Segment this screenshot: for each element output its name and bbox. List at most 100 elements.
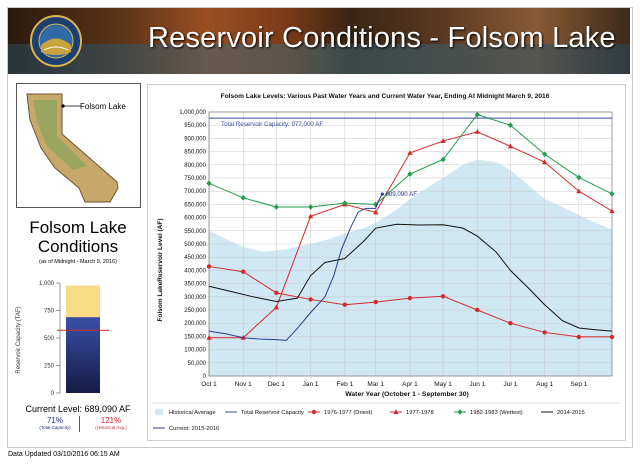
- legend-item: 1977-1978: [390, 409, 434, 416]
- data-point: [609, 334, 615, 340]
- total-capacity-label: Total Reservoir Capacity: 977,000 AF: [221, 121, 323, 128]
- legend-label: Total Reservoir Capacity: [241, 410, 304, 416]
- legend-item: 1982-1983 (Wettest): [454, 409, 523, 416]
- data-point: [307, 213, 314, 219]
- plot-area-border: [208, 111, 613, 377]
- data-point: [311, 409, 317, 415]
- series-2014-2015: [208, 223, 613, 332]
- x-tick-label: Mar 1: [367, 381, 384, 388]
- folsom-lake-marker: [61, 104, 65, 108]
- gauge-tick-label: 0: [51, 391, 55, 397]
- y-tick-label: 800,000: [184, 163, 206, 169]
- data-point: [342, 200, 348, 206]
- data-point: [273, 204, 279, 210]
- y-tick-label: 700,000: [184, 189, 206, 195]
- x-tick-label: Apr 1: [402, 381, 418, 388]
- y-tick-label: 450,000: [184, 255, 206, 261]
- y-tick-label: 1,000,000: [179, 110, 206, 116]
- data-point: [342, 302, 348, 307]
- x-tick-label: Jun 1: [469, 381, 485, 388]
- data-point: [240, 195, 246, 201]
- chart-title: Folsom Lake Levels: Various Past Water Y…: [221, 93, 550, 100]
- data-point: [609, 191, 615, 197]
- y-tick-label: 0: [203, 374, 207, 380]
- legend-item: 2014-2015: [541, 410, 585, 416]
- x-tick-label: Jul 1: [504, 381, 518, 388]
- series-1976-1977-driest-: [206, 264, 615, 340]
- data-point: [475, 307, 480, 313]
- legend-label: Historical Average: [169, 410, 216, 416]
- data-point: [440, 294, 446, 299]
- data-point: [576, 334, 582, 340]
- legend-item: 1976-1977 (Driest): [308, 409, 372, 416]
- legend-label: Current: 2015-2016: [169, 426, 219, 432]
- y-tick-label: 900,000: [184, 136, 206, 142]
- data-point: [274, 290, 279, 296]
- data-point: [474, 129, 480, 134]
- y-tick-label: 100,000: [184, 348, 206, 354]
- data-point: [508, 321, 513, 326]
- y-tick-label: 150,000: [184, 334, 206, 340]
- y-tick-label: 50,000: [188, 361, 207, 367]
- central-valley-shading: [33, 100, 87, 170]
- data-point: [542, 159, 548, 165]
- data-point: [440, 138, 446, 144]
- data-point: [407, 171, 413, 177]
- data-point: [206, 334, 212, 340]
- data-point: [609, 208, 615, 213]
- data-point: [457, 409, 463, 415]
- gauge-tick-label: 750: [44, 309, 55, 315]
- data-point: [440, 156, 446, 163]
- y-tick-label: 250,000: [184, 308, 206, 314]
- gauge-current-fill: [66, 317, 100, 393]
- y-tick-label: 550,000: [184, 229, 206, 235]
- y-tick-label: 950,000: [184, 123, 206, 129]
- capacity-gauge: Reservoir Capacity (TAF) 1,000 750 500 250 0: [16, 281, 109, 397]
- x-tick-label: Oct 1: [201, 381, 217, 388]
- data-point: [507, 143, 514, 149]
- legend-item: Historical Average: [155, 409, 216, 416]
- data-point: [307, 204, 314, 210]
- data-point: [407, 295, 413, 301]
- data-point: [542, 330, 547, 335]
- reservoir-level-chart: Folsom Lake Levels: Various Past Water Y…: [151, 93, 620, 432]
- data-point: [407, 150, 413, 155]
- legend-item: Current: 2015-2016: [153, 426, 219, 432]
- data-point: [576, 188, 582, 194]
- y-tick-label: 750,000: [184, 176, 206, 182]
- data-point: [576, 174, 582, 181]
- data-point: [273, 304, 279, 310]
- legend-label: 2014-2015: [557, 410, 585, 416]
- data-point: [474, 111, 480, 118]
- chart-y-axis-label: Folsom LakeReservoir Level (AF): [157, 219, 164, 322]
- current-level-point: [380, 192, 384, 196]
- x-tick-label: May 1: [434, 381, 452, 388]
- gauge-axis-label: Reservoir Capacity (TAF): [16, 306, 22, 373]
- y-tick-label: 300,000: [184, 295, 206, 301]
- legend-label: 1977-1978: [406, 410, 434, 416]
- california-map: [16, 83, 141, 208]
- gauge-tick-label: 250: [44, 364, 55, 370]
- series-line: [208, 193, 383, 341]
- gauge-tick-label: 500: [44, 336, 55, 342]
- map-label: Folsom Lake: [80, 102, 126, 111]
- data-point: [308, 297, 313, 302]
- conditions-as-of: (as of Midnight - March 9, 2016): [39, 259, 117, 265]
- data-updated-footer: Data Updated 03/10/2016 06:15 AM: [8, 451, 120, 458]
- conditions-title: Folsom Lake Conditions: [8, 218, 148, 256]
- chart-x-axis-label: Water Year (October 1 - September 30): [345, 391, 469, 398]
- x-tick-label: Dec 1: [268, 381, 285, 388]
- y-tick-label: 400,000: [184, 268, 206, 274]
- percent-of-historical-average-label: (Historical Avg.): [95, 425, 127, 430]
- legend-label: 1976-1977 (Driest): [324, 410, 372, 416]
- y-tick-label: 350,000: [184, 282, 206, 288]
- data-point: [373, 299, 378, 305]
- legend-swatch: [155, 409, 163, 415]
- data-point: [373, 209, 379, 215]
- conditions-title-line1: Folsom Lake: [29, 218, 127, 237]
- page-title: Reservoir Conditions - Folsom Lake: [148, 22, 616, 54]
- banner-lake-band: [8, 44, 630, 74]
- y-tick-label: 850,000: [184, 150, 206, 156]
- percent-divider: [79, 416, 80, 432]
- x-tick-label: Jan 1: [303, 381, 319, 388]
